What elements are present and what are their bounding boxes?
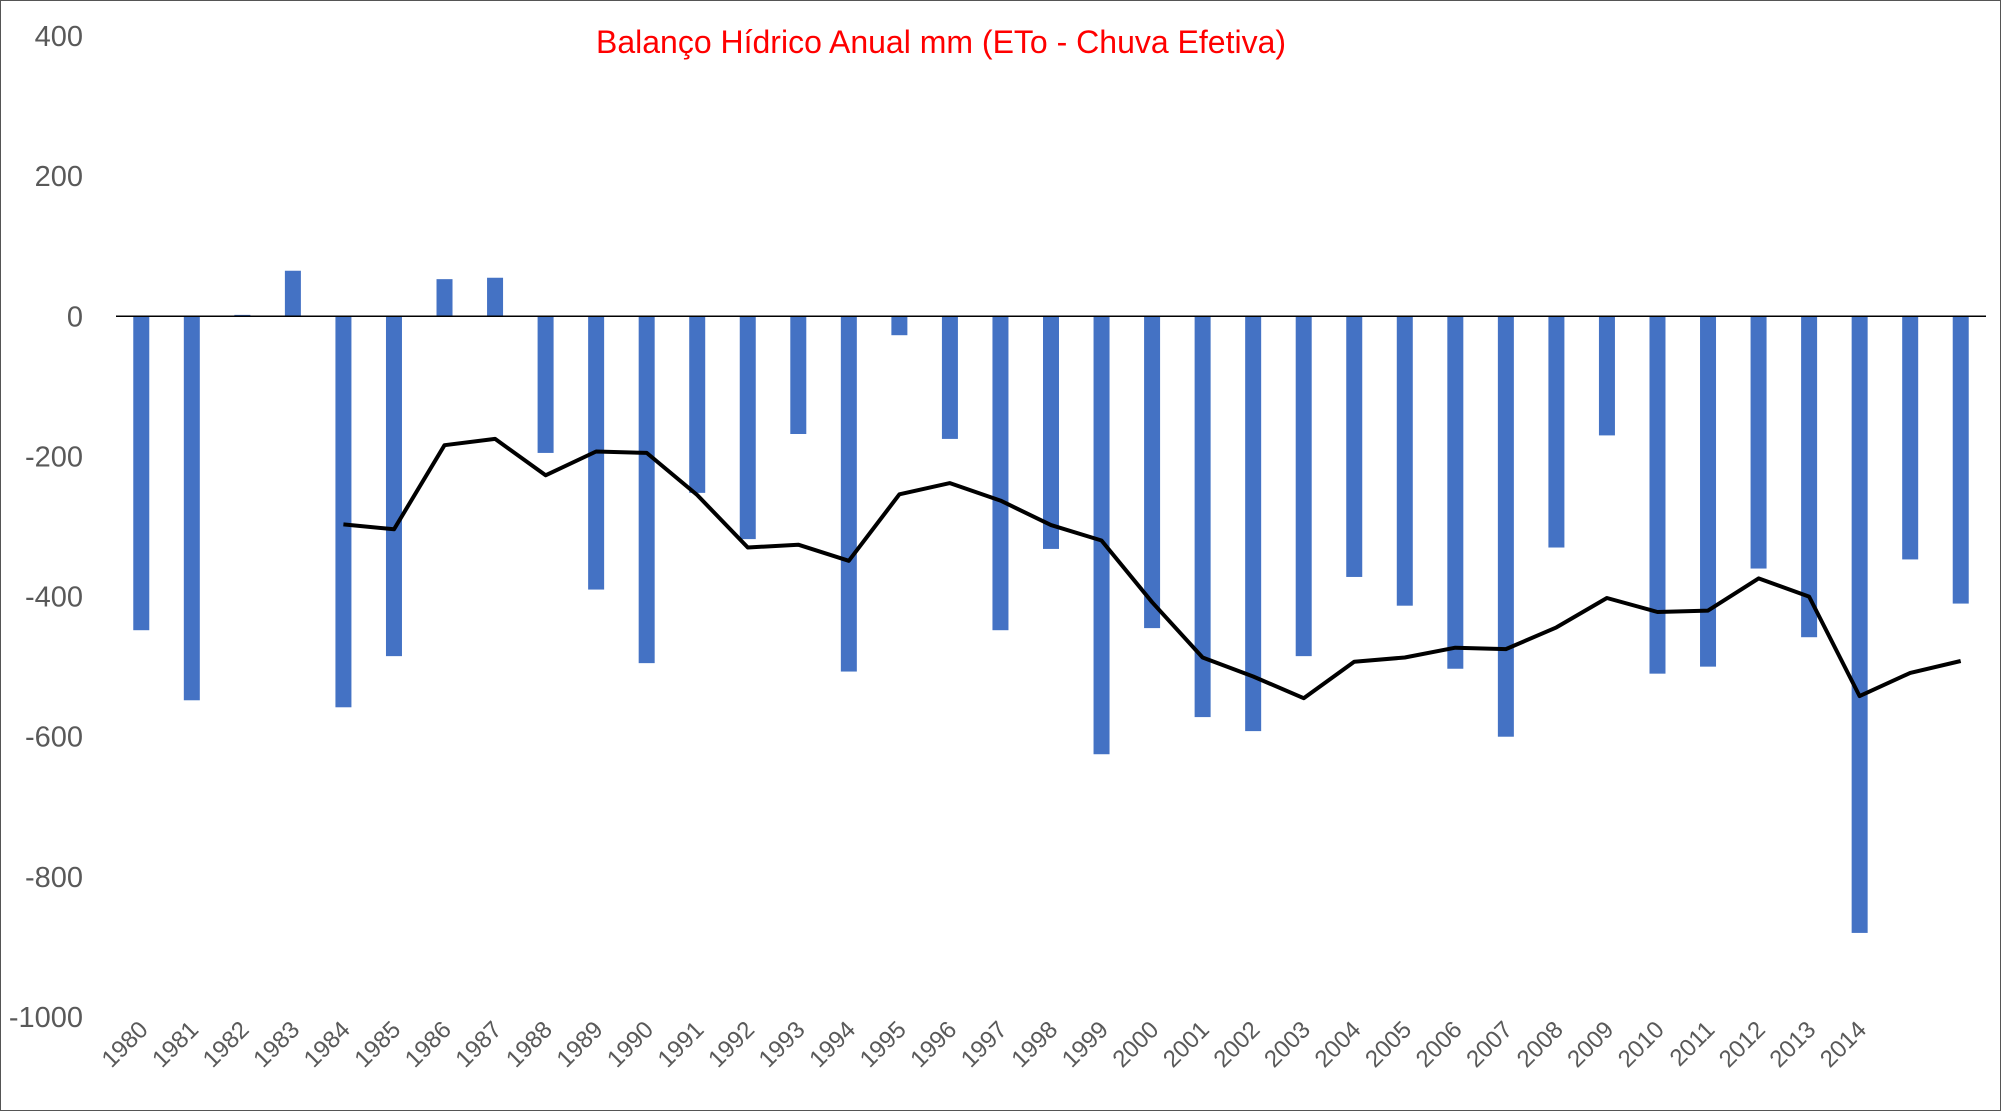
y-tick-label: 400 (35, 21, 83, 53)
bar (739, 316, 756, 540)
bar (1548, 316, 1565, 548)
bar (638, 316, 655, 664)
bar (385, 316, 402, 657)
x-tick-label: 2004 (1310, 1016, 1367, 1073)
bar (941, 316, 958, 439)
x-tick-label: 2014 (1815, 1016, 1872, 1073)
bar (487, 277, 504, 317)
y-tick-label: -400 (25, 582, 83, 614)
bar (790, 316, 807, 435)
bar (436, 279, 453, 317)
y-tick-label: -600 (25, 722, 83, 754)
x-tick-label: 1981 (147, 1016, 204, 1073)
x-tick-label: 2011 (1665, 1016, 1721, 1072)
bar (1093, 316, 1110, 755)
chart-title: Balanço Hídrico Anual mm (ETo - Chuva Ef… (596, 24, 1286, 60)
x-tick-label: 2002 (1209, 1016, 1266, 1073)
x-tick-label: 1995 (855, 1016, 912, 1073)
x-tick-label: 2005 (1360, 1016, 1417, 1073)
bar (1295, 316, 1312, 657)
bar (1447, 316, 1464, 669)
x-tick-label: 1992 (703, 1016, 760, 1073)
x-tick-label: 2008 (1512, 1016, 1569, 1073)
x-tick-label: 1985 (349, 1016, 406, 1073)
y-tick-label: -1000 (9, 1002, 83, 1034)
x-tick-label: 1984 (299, 1016, 356, 1073)
x-tick-label: 1991 (653, 1016, 710, 1073)
x-tick-label: 2006 (1411, 1016, 1468, 1073)
x-tick-label: 1983 (248, 1016, 305, 1073)
x-tick-label: 1986 (400, 1016, 457, 1073)
x-tick-label: 1994 (804, 1016, 861, 1073)
bar (335, 316, 352, 708)
bar (1245, 316, 1262, 732)
bar (1144, 316, 1161, 629)
trend-line (343, 436, 1962, 701)
x-tick-label: 1999 (1057, 1016, 1114, 1073)
bar (891, 316, 908, 336)
y-tick-label: -200 (25, 441, 83, 473)
x-axis-ticks: 1980198119821983198419851986198719881989… (97, 1016, 1872, 1073)
x-tick-label: 1989 (552, 1016, 609, 1073)
bar (1194, 316, 1211, 718)
bar (183, 316, 200, 701)
x-tick-label: 1980 (97, 1016, 154, 1073)
bar (133, 316, 150, 631)
y-tick-label: 0 (67, 301, 83, 333)
x-tick-label: 1988 (501, 1016, 558, 1073)
bar (840, 316, 857, 672)
x-tick-label: 2012 (1714, 1016, 1771, 1073)
x-tick-label: 1990 (602, 1016, 659, 1073)
x-tick-label: 2009 (1562, 1016, 1619, 1073)
bar (992, 316, 1009, 631)
bar (1497, 316, 1514, 737)
x-tick-label: 1997 (956, 1016, 1013, 1073)
x-tick-label: 1998 (1006, 1016, 1063, 1073)
bar (1851, 316, 1868, 933)
bar (1598, 316, 1615, 436)
x-tick-label: 1987 (450, 1016, 507, 1073)
x-tick-label: 1996 (905, 1016, 962, 1073)
y-tick-label: 200 (35, 161, 83, 193)
x-tick-label: 2000 (1107, 1016, 1164, 1073)
bar (537, 316, 554, 453)
bar (1043, 316, 1059, 549)
x-tick-label: 2013 (1765, 1016, 1822, 1073)
bar (1649, 316, 1666, 674)
bar (1396, 316, 1413, 606)
bar-series (133, 270, 1969, 933)
y-tick-label: -800 (25, 862, 83, 894)
bar (1750, 316, 1767, 569)
bar (1902, 316, 1919, 560)
x-tick-label: 1993 (754, 1016, 811, 1073)
x-tick-label: 2010 (1613, 1016, 1670, 1073)
bar (1801, 316, 1818, 638)
x-tick-label: 2003 (1259, 1016, 1316, 1073)
x-tick-label: 2001 (1158, 1016, 1215, 1073)
bar (1700, 316, 1717, 667)
bar (689, 316, 706, 493)
bar (1952, 316, 1969, 604)
y-axis-ticks: 400 200 0 -200 -400 -600 -800 -1000 (9, 21, 83, 1034)
bar (284, 270, 301, 317)
bar (1346, 316, 1363, 577)
x-tick-label: 2007 (1461, 1016, 1518, 1073)
x-tick-label: 1982 (198, 1016, 255, 1073)
